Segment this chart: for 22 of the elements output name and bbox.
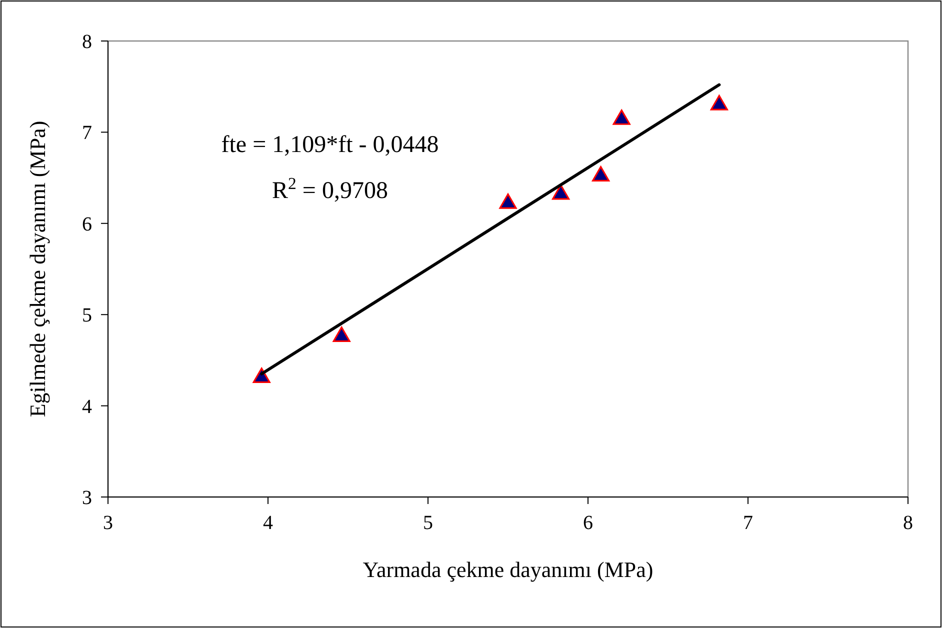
point [332, 326, 350, 342]
point [552, 184, 570, 200]
x-axis-title: Yarmada çekme dayanımı (MPa) [362, 557, 654, 582]
x-tick-label: 3 [103, 512, 113, 534]
point [612, 110, 630, 125]
x-tick-label: 6 [583, 512, 593, 534]
y-axis-title: Egilmede çekme dayanımı (MPa) [25, 120, 50, 418]
annotation: R$^{2}$ = 0,9708 [272, 174, 388, 204]
x-tick-label: 7 [743, 512, 753, 534]
point [710, 94, 728, 110]
y-tick-label: 6 [82, 213, 92, 236]
annotation: fte = 1,109*ft - 0,0448 [221, 132, 439, 158]
x-tick-label: 8 [903, 512, 913, 534]
y-tick-label: 8 [82, 31, 92, 53]
y-tick-label: 5 [82, 304, 92, 327]
y-tick-label: 3 [82, 487, 92, 509]
point [592, 166, 610, 182]
y-tick-label: 7 [82, 122, 92, 144]
point [499, 193, 517, 209]
y-tick-label: 4 [82, 396, 92, 418]
x-tick-label: 4 [263, 512, 273, 534]
x-tick-label: 5 [423, 512, 433, 534]
